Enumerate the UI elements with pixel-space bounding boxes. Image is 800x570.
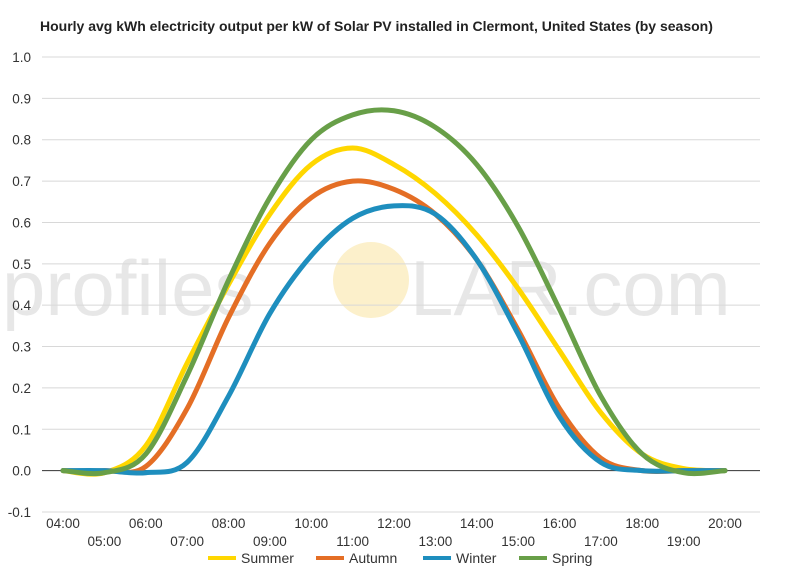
y-tick-label: -0.1 (8, 505, 31, 520)
legend-label-autumn: Autumn (349, 550, 397, 566)
gridlines (42, 56, 760, 513)
x-tick-label: 17:00 (584, 534, 618, 549)
series-line-autumn (60, 178, 728, 475)
y-tick-label: 1.0 (12, 50, 31, 65)
y-tick-label: 0.6 (12, 215, 31, 230)
x-tick-label: 13:00 (418, 534, 452, 549)
x-tick-label: 05:00 (87, 534, 121, 549)
y-tick-label: 0.8 (12, 133, 31, 148)
legend-label-spring: Spring (552, 550, 592, 566)
y-tick-label: 0.2 (12, 381, 31, 396)
legend-label-winter: Winter (456, 550, 497, 566)
x-tick-label: 18:00 (625, 516, 659, 531)
series-lines (60, 107, 728, 477)
y-tick-label: 0.4 (12, 298, 31, 313)
y-tick-label: 0.0 (12, 464, 31, 479)
watermark-text-right: LAR.com (410, 244, 731, 332)
x-tick-label: 07:00 (170, 534, 204, 549)
x-tick-label: 14:00 (460, 516, 494, 531)
series-line-winter (60, 203, 728, 476)
legend: Summer Autumn Winter Spring (208, 550, 592, 566)
x-tick-label: 09:00 (253, 534, 287, 549)
series-line-summer (60, 145, 728, 477)
x-tick-label: 20:00 (708, 516, 742, 531)
watermark-sun-icon (333, 242, 409, 318)
x-tick-label: 10:00 (294, 516, 328, 531)
y-tick-label: 0.1 (12, 422, 31, 437)
series-line-spring (60, 107, 728, 477)
legend-label-summer: Summer (241, 550, 294, 566)
y-axis-ticks: -0.1 0.0 0.1 0.2 0.3 0.4 0.5 0.6 0.7 0.8 0.9 1.0 (8, 50, 32, 520)
y-tick-label: 0.9 (12, 91, 31, 106)
y-tick-label: 0.3 (12, 340, 31, 355)
x-tick-label: 08:00 (212, 516, 246, 531)
legend-swatch-autumn (316, 556, 344, 560)
chart-title: Hourly avg kWh electricity output per kW… (40, 18, 713, 34)
watermark: profiles LAR.com (2, 242, 731, 332)
x-tick-label: 15:00 (501, 534, 535, 549)
watermark-text-left: profiles (2, 244, 253, 332)
x-tick-label: 11:00 (336, 534, 369, 549)
x-tick-label: 19:00 (667, 534, 701, 549)
legend-swatch-winter (423, 556, 451, 560)
y-tick-label: 0.5 (12, 257, 31, 272)
x-axis-ticks: 04:00 05:00 06:00 07:00 08:00 09:00 10:00 11:00… (46, 516, 742, 549)
x-tick-label: 06:00 (129, 516, 163, 531)
legend-swatch-spring (519, 556, 547, 560)
x-tick-label: 12:00 (377, 516, 411, 531)
x-tick-label: 04:00 (46, 516, 80, 531)
x-tick-label: 16:00 (543, 516, 577, 531)
legend-swatch-summer (208, 556, 236, 560)
y-tick-label: 0.7 (12, 174, 31, 189)
